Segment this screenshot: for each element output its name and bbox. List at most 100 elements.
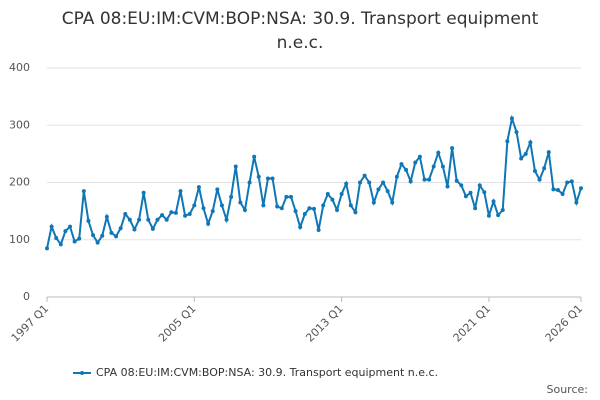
point [500, 207, 505, 212]
point [58, 242, 63, 247]
point [376, 187, 381, 192]
point [445, 184, 450, 189]
point [150, 226, 155, 231]
point [146, 217, 151, 222]
point [413, 160, 418, 165]
point [473, 206, 478, 211]
x-tick-label: 2005 Q1 [156, 302, 199, 345]
point [569, 179, 574, 184]
point [551, 187, 556, 192]
point [164, 217, 169, 222]
point [275, 204, 280, 209]
point [265, 176, 270, 181]
point [95, 240, 100, 245]
point [238, 200, 243, 205]
point [436, 150, 441, 155]
point [312, 206, 316, 211]
point [440, 164, 445, 169]
point [353, 210, 358, 215]
x-tick-label: 2021 Q1 [451, 302, 494, 345]
x-tick-label: 2013 Q1 [303, 302, 346, 345]
point [560, 191, 565, 196]
point [427, 177, 432, 182]
point [344, 181, 349, 186]
point [367, 180, 372, 185]
point [196, 185, 201, 190]
point [132, 227, 137, 232]
point [325, 191, 330, 196]
point [496, 213, 501, 218]
point [330, 197, 335, 202]
point [390, 200, 395, 205]
point [100, 233, 105, 238]
point [91, 233, 96, 238]
point [160, 213, 165, 218]
point [293, 209, 298, 214]
point [417, 154, 422, 159]
point [519, 156, 524, 161]
point [49, 224, 54, 229]
point [270, 176, 275, 181]
point [256, 174, 261, 179]
point [381, 180, 386, 185]
point [201, 206, 206, 211]
point [63, 229, 68, 234]
point [546, 150, 551, 155]
point [542, 166, 547, 171]
legend-marker [80, 371, 84, 375]
point [335, 207, 340, 212]
point [408, 179, 413, 184]
legend-label: CPA 08:EU:IM:CVM:BOP:NSA: 30.9. Transpor… [96, 366, 438, 379]
point [68, 224, 73, 229]
point [45, 246, 49, 251]
point [54, 236, 59, 241]
point [459, 183, 464, 188]
point [77, 236, 82, 241]
point [104, 214, 109, 219]
point [505, 139, 510, 144]
point [229, 194, 234, 199]
point [450, 146, 455, 151]
source: Source: [547, 383, 589, 396]
chart-title: CPA 08:EU:IM:CVM:BOP:NSA: 30.9. Transpor… [62, 9, 539, 53]
point [537, 177, 542, 182]
point [242, 207, 247, 212]
point [348, 203, 353, 208]
point [86, 218, 91, 223]
point [431, 164, 436, 169]
y-tick-label: 400 [9, 61, 30, 74]
point [509, 116, 514, 121]
point [486, 213, 491, 218]
point [224, 217, 229, 222]
point [141, 190, 146, 195]
line [46, 114, 582, 249]
point [206, 221, 211, 226]
point [127, 217, 132, 222]
point [169, 210, 174, 215]
point [339, 191, 344, 196]
point [155, 217, 160, 222]
point [215, 187, 220, 192]
point [358, 180, 363, 185]
x-tick-label: 2026 Q1 [543, 302, 586, 345]
point [302, 211, 307, 216]
point [298, 225, 303, 230]
y-tick-label: 200 [9, 176, 30, 189]
point [173, 210, 178, 215]
point [183, 213, 188, 218]
point [468, 190, 473, 195]
point [523, 151, 528, 156]
point [247, 180, 252, 185]
point [210, 209, 215, 214]
point [137, 217, 142, 222]
point [528, 140, 533, 145]
point [514, 130, 519, 135]
point [491, 199, 496, 204]
point [371, 200, 376, 205]
point [72, 239, 77, 244]
y-tick-label: 0 [23, 290, 30, 303]
point [233, 164, 238, 169]
point [178, 189, 183, 194]
point [404, 167, 409, 172]
